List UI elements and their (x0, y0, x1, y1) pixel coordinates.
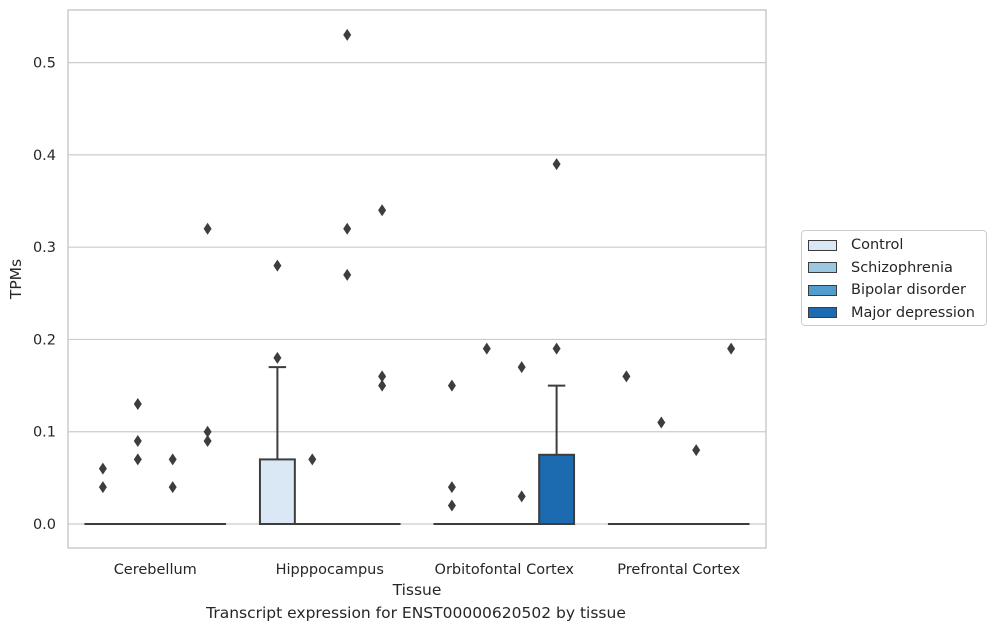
outlier-point-major-depression (552, 342, 561, 355)
legend-swatch-major-depression (808, 307, 837, 319)
outlier-point-bipolar-disorder (343, 28, 352, 41)
legend-item-control: Control (808, 234, 986, 257)
outlier-point-major-depression (203, 434, 212, 447)
outlier-point-major-depression (203, 425, 212, 438)
legend-label-major-depression: Major depression (851, 304, 975, 321)
outlier-point-major-depression (552, 158, 561, 171)
box-body (258, 458, 296, 526)
y-tick-label: 0.1 (33, 425, 56, 441)
outlier-point-schizophrenia (133, 398, 142, 411)
x-tick-label-cerebellum: Cerebellum (114, 562, 197, 578)
outlier-point-control (447, 499, 456, 512)
chart-caption: Transcript expression for ENST0000062050… (206, 604, 626, 622)
plot-frame (67, 9, 767, 549)
y-tick-label: 0.2 (33, 332, 56, 348)
x-tick-label-prefrontal-cortex: Prefrontal Cortex (617, 562, 740, 578)
box-control-hipppocampus (258, 366, 296, 526)
y-tick-label: 0.0 (33, 517, 56, 533)
legend-label-control: Control (851, 237, 904, 254)
box-major-depression-orbitofontal-cortex (538, 384, 576, 526)
outlier-point-bipolar-disorder (168, 481, 177, 494)
legend-label-schizophrenia: Schizophrenia (851, 259, 953, 276)
outlier-point-bipolar-disorder (343, 268, 352, 281)
y-tick-label: 0.4 (33, 148, 56, 164)
outlier-point-major-depression (203, 222, 212, 235)
x-tick-label-hipppocampus: Hipppocampus (276, 562, 384, 578)
legend-swatch-schizophrenia (808, 262, 837, 274)
outlier-point-major-depression (378, 370, 387, 383)
y-axis-title: TPMs (7, 259, 25, 300)
x-axis-title: Tissue (392, 581, 442, 599)
y-tick-label: 0.5 (33, 56, 56, 72)
outlier-point-control (622, 370, 631, 383)
outlier-point-control (447, 481, 456, 494)
legend-item-schizophrenia: Schizophrenia (808, 257, 986, 280)
outlier-point-bipolar-disorder (168, 453, 177, 466)
legend-swatch-control (808, 239, 837, 251)
outlier-point-major-depression (727, 342, 736, 355)
outlier-point-major-depression (378, 379, 387, 392)
outlier-point-control (273, 351, 282, 364)
outlier-point-control (98, 462, 107, 475)
outlier-point-control (273, 259, 282, 272)
y-tick-label: 0.3 (33, 240, 56, 256)
outlier-point-control (98, 481, 107, 494)
legend-item-major-depression: Major depression (808, 302, 986, 325)
outlier-point-bipolar-disorder (517, 361, 526, 374)
box-body (538, 453, 576, 526)
legend-label-bipolar-disorder: Bipolar disorder (851, 282, 966, 299)
outlier-point-bipolar-disorder (692, 444, 701, 457)
outlier-point-schizophrenia (133, 453, 142, 466)
legend: Control Schizophrenia Bipolar disorder M… (801, 230, 987, 326)
outlier-point-schizophrenia (308, 453, 317, 466)
legend-swatch-bipolar-disorder (808, 284, 837, 296)
outlier-point-schizophrenia (482, 342, 491, 355)
outlier-point-major-depression (378, 204, 387, 217)
outlier-point-schizophrenia (133, 434, 142, 447)
outlier-point-control (447, 379, 456, 392)
outlier-point-bipolar-disorder (343, 222, 352, 235)
outlier-point-schizophrenia (657, 416, 666, 429)
x-tick-label-orbitofontal-cortex: Orbitofontal Cortex (435, 562, 575, 578)
legend-item-bipolar-disorder: Bipolar disorder (808, 279, 986, 302)
outlier-point-bipolar-disorder (517, 490, 526, 503)
